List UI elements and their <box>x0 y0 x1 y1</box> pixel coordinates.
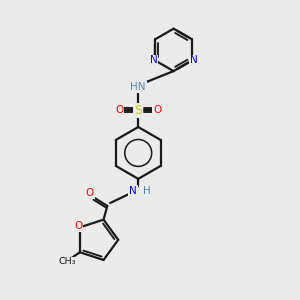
Text: N: N <box>190 56 197 65</box>
Text: S: S <box>134 104 142 117</box>
Text: H: H <box>142 186 150 196</box>
Text: O: O <box>85 188 94 198</box>
Text: HN: HN <box>130 82 146 92</box>
Text: O: O <box>74 221 83 231</box>
Text: O: O <box>115 105 123 115</box>
Text: CH₃: CH₃ <box>58 257 76 266</box>
Text: N: N <box>129 186 137 196</box>
Text: O: O <box>153 105 161 115</box>
Text: N: N <box>150 56 158 65</box>
